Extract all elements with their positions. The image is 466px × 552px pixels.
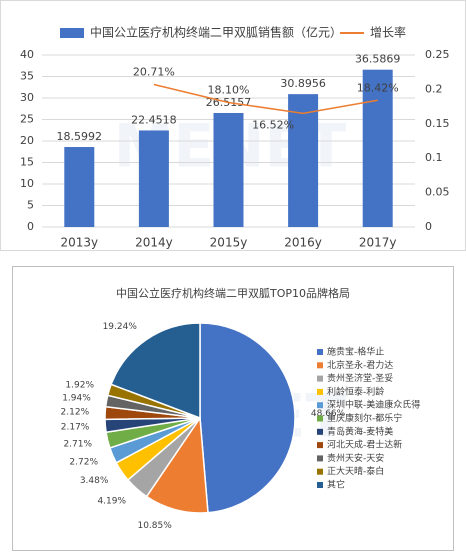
data-label: 36.5869 xyxy=(355,53,401,66)
legend-label: 重庆康刻尔-都乐宁 xyxy=(327,412,402,424)
legend-label: 青岛黄海-麦特美 xyxy=(327,425,393,437)
y2-tick-label: 0 xyxy=(425,220,432,233)
data-label: 1.92% xyxy=(65,381,94,391)
x-tick-label: 2017y xyxy=(359,236,397,250)
bar xyxy=(138,130,169,227)
data-label: 2.17% xyxy=(61,423,90,433)
legend-label: 正大天晴-泰白 xyxy=(327,465,384,477)
data-label: 16.52% xyxy=(252,118,294,131)
data-label: 18.5992 xyxy=(57,130,103,143)
data-label: 10.85% xyxy=(137,521,172,531)
legend-swatch xyxy=(317,482,323,488)
legend-swatch xyxy=(317,442,323,449)
y2-tick-label: 0.1 xyxy=(425,151,443,164)
data-label: 18.42% xyxy=(357,81,399,94)
legend-swatch xyxy=(317,468,323,475)
x-tick-label: 2014y xyxy=(135,236,173,250)
data-label: 2.12% xyxy=(61,408,90,418)
data-label: 18.10% xyxy=(208,83,250,96)
bar xyxy=(64,147,95,227)
line xyxy=(153,83,378,115)
y2-tick-label: 0.15 xyxy=(425,117,450,130)
pie-slice xyxy=(199,322,296,514)
legend-label: 增长率 xyxy=(370,25,406,40)
data-label: 2.71% xyxy=(63,439,92,449)
chart-title: 中国公立医疗机构终端二甲双胍TOP10品牌格局 xyxy=(116,286,350,300)
y2-tick-label: 0.2 xyxy=(425,82,443,95)
legend-swatch xyxy=(317,388,323,395)
legend-swatch xyxy=(317,349,323,355)
bar xyxy=(213,112,244,227)
legend-label: 深圳中联-美迪康众氏得 xyxy=(327,399,420,411)
data-label: 20.71% xyxy=(133,66,175,79)
legend-label: 利龄恒泰-利龄 xyxy=(327,385,384,397)
y2-tick-label: 0.05 xyxy=(425,186,450,199)
data-label: 30.8956 xyxy=(280,77,326,90)
data-label: 19.24% xyxy=(103,322,138,332)
legend-swatch xyxy=(317,402,323,409)
x-tick-label: 2016y xyxy=(284,236,322,250)
y-tick-label: 25 xyxy=(20,113,34,126)
y-tick-label: 10 xyxy=(20,177,34,190)
bar xyxy=(362,69,393,227)
y-tick-label: 5 xyxy=(27,199,34,212)
legend-swatch xyxy=(60,28,84,38)
bar xyxy=(288,94,319,227)
legend-label: 贵州圣济堂-圣妥 xyxy=(327,372,393,384)
pie-slice xyxy=(110,322,201,420)
y2-tick-label: 0.25 xyxy=(425,48,450,61)
y-tick-label: 0 xyxy=(27,220,34,233)
x-tick-label: 2013y xyxy=(60,236,98,250)
data-label: 48.66% xyxy=(311,409,346,419)
legend-swatch xyxy=(317,455,323,462)
legend-swatch xyxy=(317,375,323,382)
data-label: 2.72% xyxy=(69,457,98,467)
legend-swatch xyxy=(317,362,323,369)
legend-label: 中国公立医疗机构终端二甲双胍销售额（亿元） xyxy=(90,25,342,40)
legend-label: 河北天成-君士达新 xyxy=(327,439,402,451)
legend-label: 其它 xyxy=(327,479,345,491)
legend-label: 贵州天安-天安 xyxy=(327,452,384,464)
data-label: 3.48% xyxy=(80,476,109,486)
y-tick-label: 20 xyxy=(20,134,34,147)
legend-swatch xyxy=(317,428,323,435)
y-tick-label: 30 xyxy=(20,91,34,104)
data-label: 4.19% xyxy=(97,496,126,506)
data-label: 22.4518 xyxy=(131,113,177,126)
legend-label: 施贵宝-格华止 xyxy=(327,346,384,358)
y-tick-label: 40 xyxy=(20,48,34,61)
legend-swatch xyxy=(317,415,323,422)
x-tick-label: 2015y xyxy=(210,236,248,250)
y-tick-label: 35 xyxy=(20,70,34,83)
legend-label: 北京圣永-君力达 xyxy=(327,359,393,371)
y-tick-label: 15 xyxy=(20,156,34,169)
data-label: 1.94% xyxy=(62,394,91,404)
